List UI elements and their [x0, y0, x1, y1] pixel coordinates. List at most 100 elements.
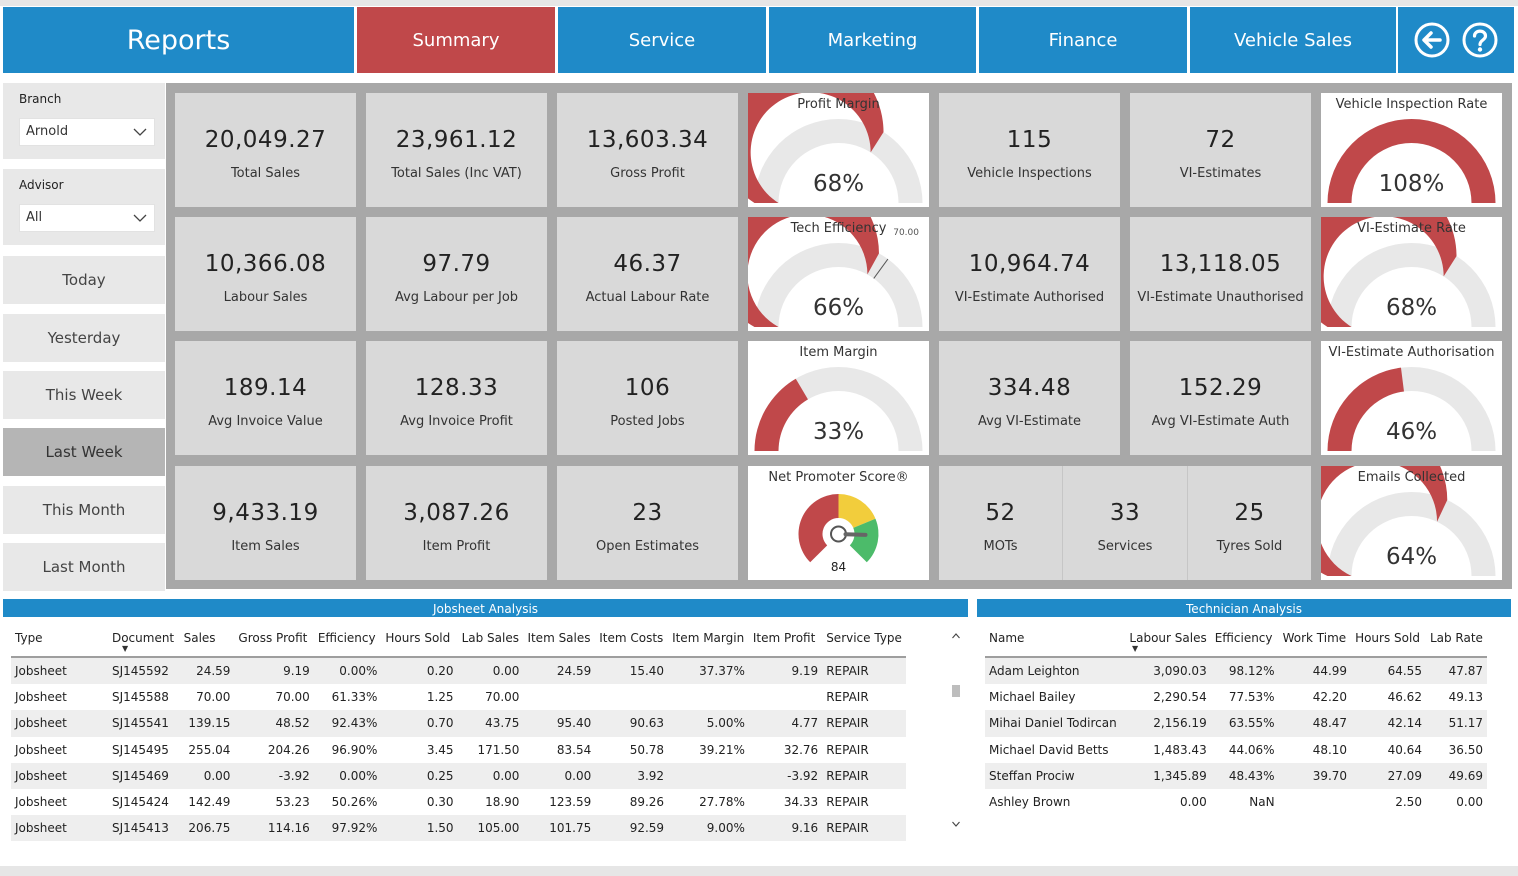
column-header[interactable]: Item Sales — [527, 630, 591, 645]
kpi-value: 189.14 — [223, 375, 308, 401]
kpi-value: 97.79 — [422, 251, 491, 277]
table-row[interactable]: Jobsheet SJ145592 24.59 9.19 0.00% 0.20 0.00 24… — [11, 658, 906, 685]
table-cell: 50.78 — [629, 742, 665, 757]
table-row[interactable]: Jobsheet SJ145495 255.04 204.26 96.90% 3.45 17… — [11, 737, 906, 763]
table-row[interactable]: Jobsheet SJ145588 70.00 70.00 61.33% 1.25 70.0… — [11, 684, 906, 710]
table-cell: 61.33% — [331, 690, 378, 705]
column-header[interactable]: Type — [15, 630, 43, 645]
table-row[interactable]: Jobsheet SJ145424 142.49 53.23 50.26% 0.30 18.… — [11, 789, 906, 815]
kpi-open-estimates: 23 Open Estimates — [557, 466, 738, 580]
table-cell: 9.19 — [748, 658, 823, 685]
jobsheet-header-row: Type Document Sales Gross Profit Efficiency H… — [11, 619, 906, 656]
kpi-value: 23,961.12 — [395, 127, 518, 153]
table-row[interactable]: Jobsheet SJ145541 139.15 48.52 92.43% 0.70 43.… — [11, 710, 906, 737]
kpi-mots: 52 MOTs — [939, 466, 1062, 580]
kpi-actual-labour-rate: 46.37 Actual Labour Rate — [557, 217, 738, 331]
gauge-title: Profit Margin — [797, 97, 880, 112]
gauge-value: 33% — [812, 419, 865, 445]
date-today-button[interactable]: Today — [3, 256, 165, 304]
table-cell: 32.76 — [783, 742, 819, 757]
column-header[interactable]: Efficiency — [1214, 630, 1273, 645]
column-header[interactable]: Item Margin — [672, 630, 745, 645]
gauge-fill — [1321, 217, 1457, 327]
column-header[interactable]: Document — [111, 630, 175, 645]
kpi-label: Item Sales — [231, 539, 300, 554]
table-cell: 255.04 — [188, 742, 231, 757]
column-header[interactable]: Hours Sold — [1355, 630, 1420, 645]
date-this-month-button[interactable]: This Month — [3, 486, 165, 534]
table-row[interactable]: Adam Leighton 3,090.03 98.12% 44.99 64.55 47.… — [985, 658, 1487, 685]
tab-vehicle-sales[interactable]: Vehicle Sales — [1190, 7, 1396, 73]
table-row[interactable]: Jobsheet SJ145413 206.75 114.16 97.92% 1.50 10… — [11, 815, 906, 842]
date-last-week-button[interactable]: Last Week — [3, 428, 165, 476]
table-row[interactable]: Steffan Prociw 1,345.89 48.43% 39.70 27.09 49… — [985, 762, 1487, 789]
table-cell: 42.14 — [1351, 710, 1426, 737]
table-row[interactable]: Jobsheet SJ145469 0.00 -3.92 0.00% 0.25 0.00 0.… — [11, 762, 906, 789]
column-header[interactable]: Sales — [183, 630, 216, 645]
kpi-vehicle-inspections: 115 Vehicle Inspections — [939, 93, 1120, 207]
table-cell: 64.55 — [1351, 658, 1426, 685]
column-header[interactable]: Labour Sales — [1129, 630, 1207, 645]
table-row[interactable]: Michael David Betts 1,483.43 44.06% 48.10 40… — [985, 737, 1487, 763]
kpi-value: 334.48 — [987, 375, 1072, 401]
advisor-dropdown[interactable]: All — [19, 204, 155, 232]
table-cell: 9.16 — [748, 815, 823, 842]
table-row[interactable]: Michael Bailey 2,290.54 77.53% 42.20 46.62 49… — [985, 684, 1487, 710]
sort-desc-icon[interactable]: ▼ — [1132, 644, 1139, 653]
column-header[interactable]: Service Type — [826, 630, 902, 645]
kpi-label: Total Sales (Inc VAT) — [391, 166, 522, 181]
scroll-up-icon — [952, 633, 960, 639]
table-cell: 15.40 — [595, 658, 669, 685]
date-yesterday-button[interactable]: Yesterday — [3, 314, 165, 362]
back-arrow-icon[interactable] — [1413, 21, 1451, 59]
kpi-total-sales: 20,049.27 Total Sales — [175, 93, 356, 207]
column-header[interactable]: Item Costs — [599, 630, 664, 645]
column-header[interactable]: Lab Rate — [1429, 630, 1483, 645]
table-cell: 70.00 — [196, 690, 231, 705]
table-row[interactable]: Ashley Brown 0.00 NaN 2.50 0.00 — [985, 789, 1487, 815]
table-cell: 4.77 — [748, 710, 823, 737]
date-this-week-button[interactable]: This Week — [3, 371, 165, 419]
help-icon[interactable] — [1461, 21, 1499, 59]
table-cell — [749, 684, 822, 710]
header-actions — [1398, 7, 1514, 73]
tab-marketing[interactable]: Marketing — [769, 7, 976, 73]
gauge-title: VI-Estimate Authorisation — [1328, 345, 1495, 360]
column-header[interactable]: Gross Profit — [238, 630, 308, 645]
branch-dropdown[interactable]: Arnold — [19, 118, 155, 146]
gauge-value: 64% — [1385, 544, 1438, 570]
table-cell: REPAIR — [822, 815, 906, 842]
table-cell: 1,483.43 — [1153, 742, 1207, 757]
jobsheet-scrollbar[interactable] — [951, 629, 961, 835]
kpi-label: Avg Invoice Value — [208, 414, 323, 429]
tab-service[interactable]: Service — [558, 7, 766, 73]
gauge-value: 68% — [1385, 295, 1438, 321]
table-cell: 37.37% — [668, 658, 749, 685]
kpi-value: 152.29 — [1178, 375, 1263, 401]
column-header[interactable]: Item Profit — [752, 630, 816, 645]
table-cell: Michael David Betts — [989, 742, 1109, 757]
sort-desc-icon[interactable]: ▼ — [122, 644, 129, 653]
column-header[interactable]: Lab Sales — [461, 630, 519, 645]
table-cell: 0.70 — [381, 710, 458, 737]
kpi-label: Total Sales — [230, 166, 301, 181]
table-row[interactable]: Mihai Daniel Todircan 2,156.19 63.55% 48.47… — [985, 710, 1487, 737]
table-cell: 95.40 — [523, 710, 596, 737]
kpi-label: Avg VI-Estimate — [977, 414, 1082, 429]
column-header[interactable]: Hours Sold — [385, 630, 451, 645]
date-last-month-button[interactable]: Last Month — [3, 543, 165, 591]
table-cell: 51.17 — [1425, 710, 1487, 737]
kpi-total-sales-inc-vat: 23,961.12 Total Sales (Inc VAT) — [366, 93, 547, 207]
tab-finance[interactable]: Finance — [979, 7, 1187, 73]
table-cell: 206.75 — [179, 815, 235, 842]
column-header[interactable]: Name — [989, 630, 1025, 645]
table-cell: 50.26% — [331, 795, 378, 810]
column-header[interactable]: Efficiency — [317, 630, 376, 645]
table-cell: 48.43% — [1210, 762, 1279, 789]
tab-summary[interactable]: Summary — [357, 7, 555, 73]
column-header[interactable]: Work Time — [1282, 630, 1347, 645]
table-cell: 142.49 — [188, 795, 231, 810]
table-cell: 48.47 — [1278, 710, 1352, 737]
table-cell: 27.78% — [699, 795, 745, 810]
gauge-profit-margin: Profit Margin 68% — [748, 93, 929, 207]
